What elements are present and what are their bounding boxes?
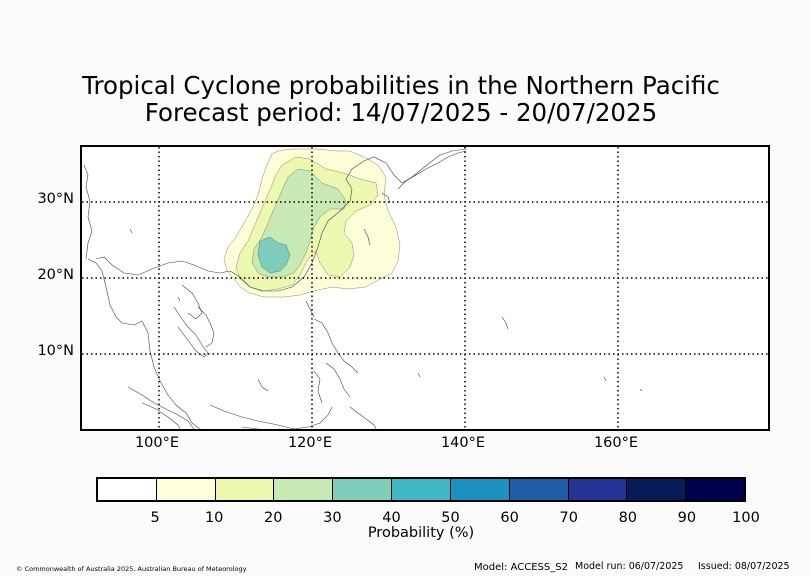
- colorbar-tick-label: 60: [500, 510, 519, 526]
- colorbar-cell: [392, 479, 451, 500]
- colorbar-cell: [509, 479, 569, 500]
- colorbar-label: Probability (%): [367, 525, 475, 541]
- copyright-text: © Commonwealth of Australia 2025, Austra…: [16, 565, 247, 573]
- colorbar-tick-label: 30: [323, 510, 342, 526]
- lat-label-30N: 30°N: [37, 191, 74, 207]
- issued-date: Issued: 08/07/2025: [698, 561, 790, 572]
- lon-label-100E: 100°E: [134, 435, 180, 451]
- chart-title-line1: Tropical Cyclone probabilities in the No…: [82, 71, 720, 100]
- map-panel: [80, 145, 770, 431]
- prob-region-30: [257, 236, 291, 274]
- colorbar-cell: [98, 479, 157, 500]
- probability-colorbar: [96, 477, 746, 502]
- colorbar-cell: [450, 479, 510, 500]
- model-run-date: Model run: 06/07/2025: [575, 561, 684, 572]
- lon-label-160E: 160°E: [593, 435, 639, 451]
- colorbar-tick-label: 20: [264, 510, 283, 526]
- lat-label-20N: 20°N: [37, 267, 74, 283]
- colorbar-tick-label: 50: [441, 510, 460, 526]
- colorbar-tick-label: 80: [618, 510, 638, 526]
- lat-label-10N: 10°N: [37, 343, 74, 359]
- coastlines: [83, 148, 643, 429]
- chart-title-line2: Forecast period: 14/07/2025 - 20/07/2025: [144, 98, 658, 127]
- colorbar-cell: [215, 479, 275, 500]
- model-name: Model: ACCESS_S2: [474, 562, 568, 573]
- colorbar-tick-label: 40: [382, 510, 401, 526]
- colorbar-tick-label: 5: [150, 510, 160, 526]
- colorbar-cell: [627, 479, 687, 500]
- colorbar-cell: [156, 479, 216, 500]
- colorbar-cell: [333, 479, 393, 500]
- colorbar-tick-label: 100: [732, 510, 760, 526]
- colorbar-cell: [568, 479, 628, 500]
- lon-label-120E: 120°E: [287, 435, 333, 451]
- gridlines: [82, 147, 768, 429]
- colorbar-tick-label: 90: [677, 510, 697, 526]
- colorbar-tick-label: 10: [204, 510, 224, 526]
- colorbar-cell: [274, 479, 334, 500]
- map-canvas: [82, 147, 768, 429]
- colorbar-tick-label: 70: [559, 510, 578, 526]
- colorbar-cell: [686, 479, 744, 500]
- lon-label-140E: 140°E: [440, 435, 486, 451]
